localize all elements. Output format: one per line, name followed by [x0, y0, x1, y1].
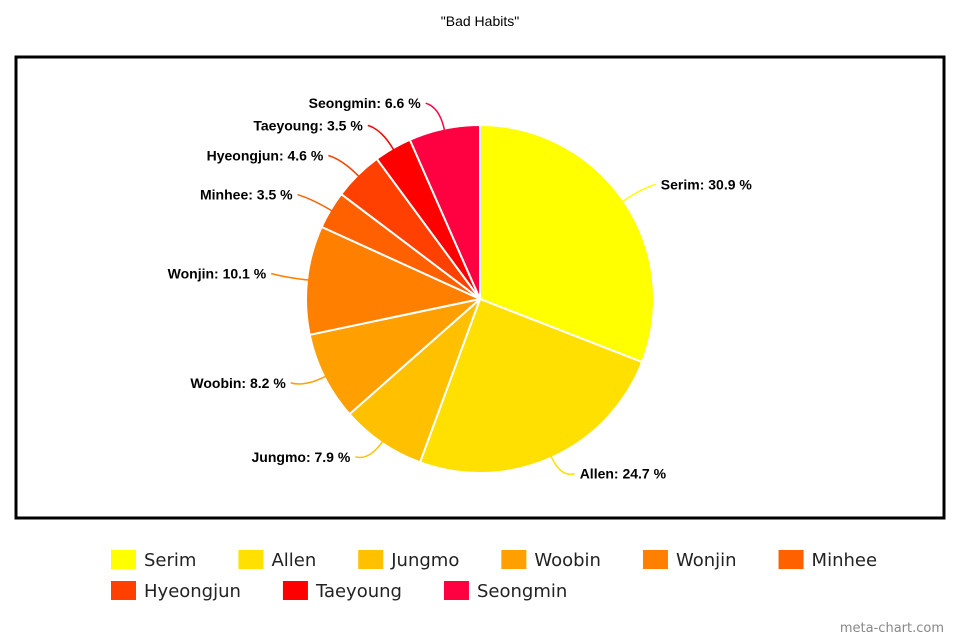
- legend-item-woobin: Woobin: [501, 550, 601, 571]
- legend-item-taeyoung: Taeyoung: [282, 581, 402, 602]
- legend-label-woobin: Woobin: [534, 550, 601, 571]
- legend-swatch-serim: [111, 550, 136, 569]
- legend-swatch-allen: [238, 550, 264, 569]
- leader-line-serim: [621, 183, 657, 203]
- legend-item-seongmin: Seongmin: [443, 581, 567, 602]
- legend-label-taeyoung: Taeyoung: [315, 581, 402, 602]
- leader-line-minhee: [297, 193, 333, 212]
- leader-lines: [270, 102, 657, 475]
- data-label-taeyoung: Taeyoung: 3.5 %: [253, 117, 363, 133]
- credit-text: meta-chart.com: [840, 621, 944, 636]
- data-label-minhee: Minhee: 3.5 %: [200, 187, 293, 203]
- legend-swatch-jungmo: [358, 550, 384, 569]
- data-label-jungmo: Jungmo: 7.9 %: [252, 449, 351, 465]
- leader-line-wonjin: [270, 272, 310, 281]
- legend-label-wonjin: Wonjin: [676, 550, 737, 571]
- legend-label-serim: Serim: [144, 550, 196, 571]
- legend-item-serim: Serim: [111, 550, 196, 571]
- legend-label-minhee: Minhee: [812, 550, 878, 571]
- legend: Serim Allen Jungmo Woobin Wonjin Minhee Hyeong…: [111, 550, 877, 602]
- legend-label-jungmo: Jungmo: [390, 550, 459, 571]
- pie-slices: [305, 123, 655, 474]
- legend-item-wonjin: Wonjin: [642, 550, 737, 571]
- leader-line-seongmin: [425, 102, 446, 131]
- legend-label-hyeongjun: Hyeongjun: [144, 581, 241, 602]
- legend-swatch-hyeongjun: [111, 581, 136, 600]
- data-label-woobin: Woobin: 8.2 %: [190, 375, 286, 391]
- legend-item-minhee: Minhee: [778, 550, 878, 571]
- legend-label-seongmin: Seongmin: [477, 581, 567, 602]
- legend-swatch-seongmin: [443, 581, 469, 600]
- legend-swatch-taeyoung: [282, 581, 308, 600]
- data-label-serim: Serim: 30.9 %: [661, 176, 753, 192]
- legend-item-hyeongjun: Hyeongjun: [111, 581, 241, 602]
- leader-line-taeyoung: [367, 124, 395, 151]
- leader-line-hyeongjun: [328, 154, 360, 178]
- data-label-allen: Allen: 24.7 %: [580, 466, 667, 482]
- chart-title: "Bad Habits": [441, 13, 519, 29]
- leader-line-allen: [550, 455, 575, 475]
- leader-line-jungmo: [355, 440, 384, 459]
- data-label-wonjin: Wonjin: 10.1 %: [168, 266, 267, 282]
- legend-swatch-minhee: [778, 550, 804, 569]
- data-label-hyeongjun: Hyeongjun: 4.6 %: [207, 148, 324, 164]
- legend-item-jungmo: Jungmo: [358, 550, 459, 571]
- data-labels: Serim: 30.9 % Allen: 24.7 % Jungmo: 7.9 % W…: [168, 95, 753, 481]
- legend-swatch-woobin: [501, 550, 527, 569]
- legend-swatch-wonjin: [642, 550, 668, 569]
- legend-label-allen: Allen: [271, 550, 316, 571]
- leader-line-woobin: [290, 375, 327, 385]
- legend-item-allen: Allen: [238, 550, 316, 571]
- data-label-seongmin: Seongmin: 6.6 %: [309, 95, 422, 111]
